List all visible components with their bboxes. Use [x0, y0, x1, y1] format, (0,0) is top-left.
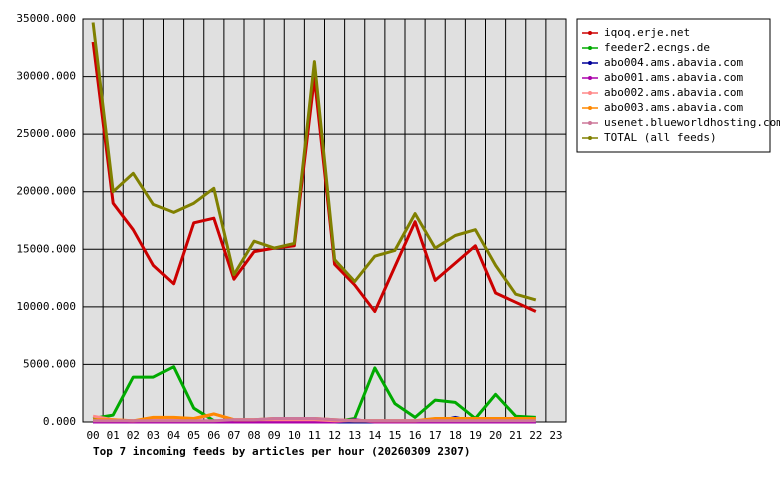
- x-tick-label: 08: [247, 429, 260, 442]
- legend-label: abo004.ams.abavia.com: [604, 56, 743, 69]
- series-line: [91, 22, 537, 302]
- legend-dot: [588, 136, 592, 140]
- x-tick-label: 09: [268, 429, 281, 442]
- legend: [576, 18, 771, 153]
- x-tick-label: 21: [509, 429, 522, 442]
- y-tick-label: 5000.000: [23, 357, 76, 370]
- legend-label: abo003.ams.abavia.com: [604, 101, 743, 114]
- x-tick-label: 00: [86, 429, 99, 442]
- legend-dot: [588, 121, 592, 125]
- x-tick-label: 13: [348, 429, 361, 442]
- chart-title: Top 7 incoming feeds by articles per hou…: [93, 445, 471, 458]
- x-tick-label: 20: [489, 429, 502, 442]
- legend-dot: [588, 61, 592, 65]
- x-tick-label: 03: [147, 429, 160, 442]
- legend-dot: [588, 46, 592, 50]
- legend-dot: [588, 106, 592, 110]
- legend-label: feeder2.ecngs.de: [604, 41, 710, 54]
- legend-label: abo001.ams.abavia.com: [604, 71, 743, 84]
- y-tick-label: 0.000: [43, 415, 76, 428]
- x-tick-label: 17: [429, 429, 442, 442]
- x-tick-label: 22: [529, 429, 542, 442]
- legend-label: abo002.ams.abavia.com: [604, 86, 743, 99]
- legend-dot: [588, 91, 592, 95]
- legend-dot: [588, 31, 592, 35]
- series-line: [93, 417, 536, 423]
- x-tick-label: 18: [449, 429, 462, 442]
- x-tick-label: 11: [308, 429, 321, 442]
- series-line: [91, 41, 537, 313]
- x-tick-label: 15: [388, 429, 401, 442]
- y-tick-label: 35000.000: [16, 12, 76, 25]
- x-tick-label: 19: [469, 429, 482, 442]
- x-tick-label: 14: [368, 429, 382, 442]
- legend-dot: [588, 76, 592, 80]
- x-tick-label: 04: [167, 429, 181, 442]
- x-tick-label: 07: [227, 429, 240, 442]
- x-tick-label: 05: [187, 429, 200, 442]
- x-tick-label: 01: [107, 429, 120, 442]
- y-tick-label: 30000.000: [16, 70, 76, 83]
- y-tick-label: 20000.000: [16, 185, 76, 198]
- legend-label: TOTAL (all feeds): [604, 131, 717, 144]
- x-tick-label: 02: [127, 429, 140, 442]
- x-tick-label: 10: [288, 429, 301, 442]
- legend-label: usenet.blueworldhosting.com: [604, 116, 780, 129]
- y-tick-label: 25000.000: [16, 127, 76, 140]
- y-tick-label: 15000.000: [16, 242, 76, 255]
- x-tick-label: 12: [328, 429, 341, 442]
- y-tick-label: 10000.000: [16, 300, 76, 313]
- x-tick-label: 23: [549, 429, 562, 442]
- legend-label: iqoq.erje.net: [604, 26, 690, 39]
- x-tick-label: 16: [408, 429, 421, 442]
- x-tick-label: 06: [207, 429, 220, 442]
